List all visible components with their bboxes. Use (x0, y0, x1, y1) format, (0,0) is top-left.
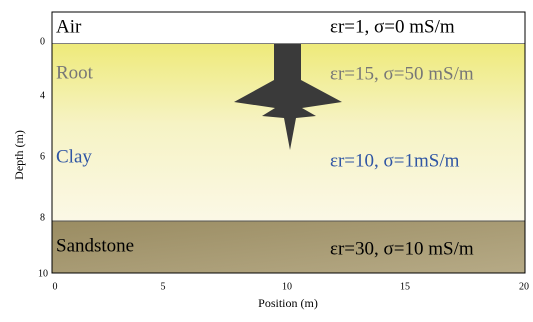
layer-name: Sandstone (56, 235, 134, 256)
x-axis-label: Position (m) (258, 296, 318, 310)
figure: Air εr=1, σ=0 mS/m Root εr=15, σ=50 mS/m… (0, 0, 533, 317)
x-tick-label: 0 (53, 281, 58, 292)
y-tick-label: 8 (40, 212, 45, 223)
x-tick-label: 5 (161, 281, 166, 292)
x-tick-label: 15 (400, 281, 410, 292)
layer-properties: εr=1, σ=0 mS/m (330, 16, 455, 37)
y-tick-label: 4 (40, 90, 45, 101)
x-tick-label: 10 (282, 281, 292, 292)
y-axis-label: Depth (m) (12, 130, 26, 180)
layer-properties: εr=15, σ=50 mS/m (330, 63, 474, 84)
layer-properties: εr=10, σ=1mS/m (330, 150, 460, 171)
y-tick-label: 0 (40, 36, 45, 47)
layer-name: Root (56, 62, 94, 83)
x-tick-label: 20 (519, 281, 529, 292)
layer-name: Clay (56, 146, 92, 167)
layer-name: Air (56, 16, 82, 37)
y-tick-label: 10 (38, 268, 48, 279)
y-tick-label: 6 (40, 151, 45, 162)
layer-properties: εr=30, σ=10 mS/m (330, 238, 474, 259)
